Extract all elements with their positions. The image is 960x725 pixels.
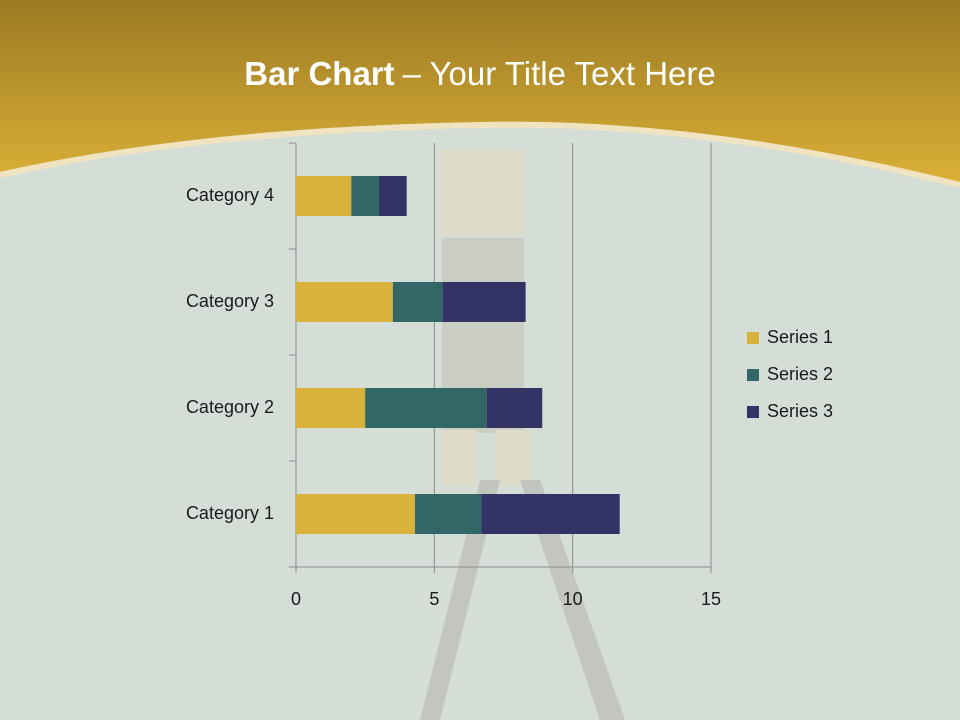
y-tick-label: Category 3 — [186, 291, 274, 311]
bar-segment — [392, 282, 443, 322]
legend-swatch — [747, 369, 759, 381]
title-bold: Bar Chart — [244, 55, 394, 92]
bar-segment — [481, 494, 620, 534]
x-tick-label: 15 — [701, 589, 721, 609]
bar-segment — [365, 388, 487, 428]
bar-segment — [442, 282, 526, 322]
bar-segment — [414, 494, 482, 534]
legend-swatch — [747, 332, 759, 344]
y-tick-label: Category 2 — [186, 397, 274, 417]
x-tick-label: 5 — [429, 589, 439, 609]
legend-label: Series 2 — [767, 364, 833, 384]
x-tick-label: 10 — [563, 589, 583, 609]
bar-segment — [296, 494, 415, 534]
x-tick-label: 0 — [291, 589, 301, 609]
bar-segment — [379, 176, 407, 216]
plot: 0 5 10 15 Category 1 Category 2 Category 3 Cate… — [186, 142, 833, 609]
y-tick-label: Category 4 — [186, 185, 274, 205]
title-rest: – Your Title Text Here — [403, 55, 716, 92]
bar-segment — [296, 282, 393, 322]
bar-segment — [296, 388, 366, 428]
header-edge — [0, 121, 960, 188]
legend-swatch — [747, 406, 759, 418]
legend-label: Series 1 — [767, 327, 833, 347]
bar-segment — [486, 388, 543, 428]
y-tick-label: Category 1 — [186, 503, 274, 523]
bar-segment — [351, 176, 379, 216]
legend-label: Series 3 — [767, 401, 833, 421]
bar-segment — [296, 176, 352, 216]
chart-title: Bar Chart – Your Title Text Here — [244, 55, 715, 92]
